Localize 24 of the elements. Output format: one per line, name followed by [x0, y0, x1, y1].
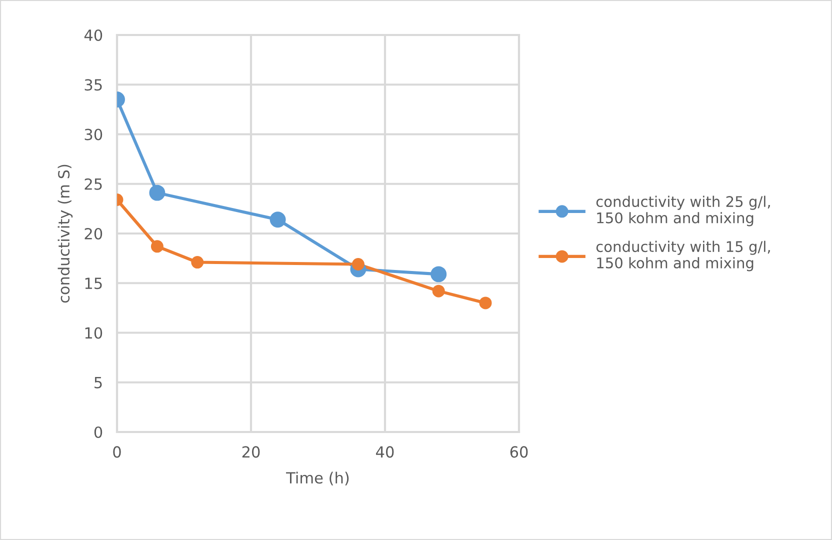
y-tick-label: 30: [84, 128, 102, 140]
point: [479, 296, 492, 310]
y-axis-title: conductivity (m S): [58, 164, 73, 303]
y-tick-label: 5: [94, 377, 102, 388]
point: [270, 212, 286, 228]
y-tick-label: 0: [94, 426, 102, 438]
point: [150, 240, 164, 253]
point: [149, 184, 166, 201]
x-tick-label: 40: [376, 446, 394, 458]
x-tick-label: 0: [113, 446, 121, 458]
y-tick-label: 20: [84, 228, 102, 240]
legend-label: conductivity with 25 g/l, 150 kohm and mixing: [596, 196, 770, 226]
legend-label: conductivity with 15 g/l, 150 kohm and mixing: [596, 240, 770, 272]
point: [191, 256, 204, 269]
y-tick-label: 35: [84, 79, 102, 91]
x-tick-label: 60: [510, 446, 528, 458]
point: [430, 266, 447, 282]
y-tick-label: 40: [84, 29, 102, 42]
x-axis-title: Time (h): [286, 472, 349, 486]
y-tick-label: 10: [85, 327, 102, 339]
point: [432, 284, 445, 298]
y-tick-label: 25: [84, 178, 102, 190]
y-tick-label: 15: [85, 278, 102, 290]
x-tick-label: 20: [242, 446, 260, 458]
